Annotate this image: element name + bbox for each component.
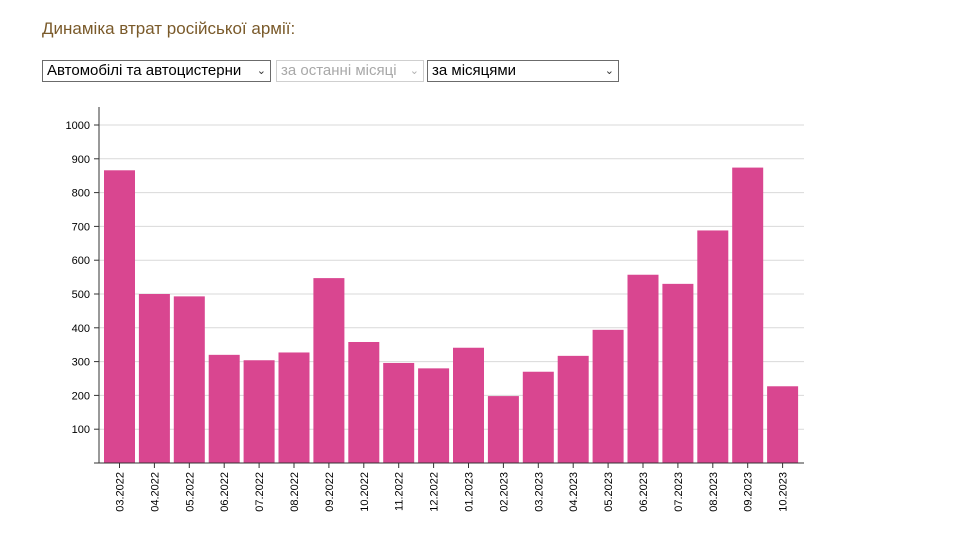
y-tick-label: 600 — [72, 255, 90, 267]
x-tick-label: 10.2023 — [778, 472, 790, 512]
category-select-value: Автомобілі та автоцистерни — [47, 62, 242, 79]
y-tick-label: 500 — [72, 289, 90, 301]
bars — [104, 167, 799, 468]
bar — [697, 230, 729, 463]
bar — [208, 354, 240, 463]
x-tick-label: 08.2022 — [289, 472, 301, 512]
x-tick-label: 03.2022 — [115, 472, 127, 512]
grouping-select[interactable]: за місяцями ⌄ — [427, 60, 619, 82]
chevron-down-icon: ⌄ — [409, 65, 419, 77]
x-tick-label: 05.2023 — [603, 472, 615, 512]
period-select: за останні місяці ⌄ — [276, 60, 424, 82]
x-tick-label: 06.2022 — [219, 472, 231, 512]
grouping-select-value: за місяцями — [432, 62, 517, 79]
y-tick-label: 300 — [72, 357, 90, 369]
x-tick-label: 08.2023 — [708, 472, 720, 512]
x-tick-label: 07.2023 — [673, 472, 685, 512]
bar — [592, 329, 624, 463]
x-tick-label: 02.2023 — [498, 472, 510, 512]
x-tick-label: 03.2023 — [533, 472, 545, 512]
x-tick-label: 04.2022 — [149, 472, 161, 512]
bar — [522, 371, 554, 463]
bar — [348, 341, 380, 463]
x-tick-label: 09.2023 — [743, 472, 755, 512]
bar — [383, 362, 415, 463]
bar — [557, 355, 589, 463]
bar — [278, 352, 310, 463]
x-tick-label: 05.2022 — [184, 472, 196, 512]
y-tick-label: 700 — [72, 221, 90, 233]
bar — [627, 274, 659, 463]
bar — [418, 368, 450, 463]
y-tick-labels: 100 200 300 400 500 600 700 800 900 1000 — [66, 120, 90, 436]
x-tick-label: 12.2022 — [429, 472, 441, 512]
x-tick-label: 04.2023 — [568, 472, 580, 512]
x-tick-label: 07.2022 — [254, 472, 266, 512]
x-tick-labels: 03.2022 04.2022 05.2022 06.2022 07.2022 08.20… — [115, 472, 790, 512]
x-tick-label: 06.2023 — [638, 472, 650, 512]
period-select-value: за останні місяці — [281, 62, 397, 79]
category-select[interactable]: Автомобілі та автоцистерни ⌄ — [42, 60, 271, 82]
axes — [94, 107, 804, 464]
chevron-down-icon: ⌄ — [256, 65, 266, 77]
y-tick-label: 800 — [72, 188, 90, 200]
chevron-down-icon: ⌄ — [604, 65, 614, 77]
bar — [662, 283, 694, 463]
page-title: Динаміка втрат російської армії: — [42, 19, 296, 38]
bar — [104, 170, 135, 464]
bar — [487, 396, 519, 463]
x-tick-label: 01.2023 — [464, 472, 476, 512]
bar — [732, 167, 764, 463]
y-tick-label: 400 — [72, 323, 90, 335]
bar — [767, 386, 799, 463]
y-tick-label: 200 — [72, 390, 90, 402]
x-tick-label: 09.2022 — [324, 472, 336, 512]
bar — [453, 347, 484, 463]
x-tick-label: 10.2022 — [359, 472, 371, 512]
bar — [313, 278, 345, 463]
y-tick-label: 100 — [72, 424, 90, 436]
y-tick-label: 900 — [72, 154, 90, 166]
bar — [243, 360, 275, 463]
y-tick-label: 1000 — [66, 120, 90, 132]
bar — [138, 294, 170, 463]
bar — [173, 296, 205, 463]
x-tick-label: 11.2022 — [394, 472, 406, 511]
